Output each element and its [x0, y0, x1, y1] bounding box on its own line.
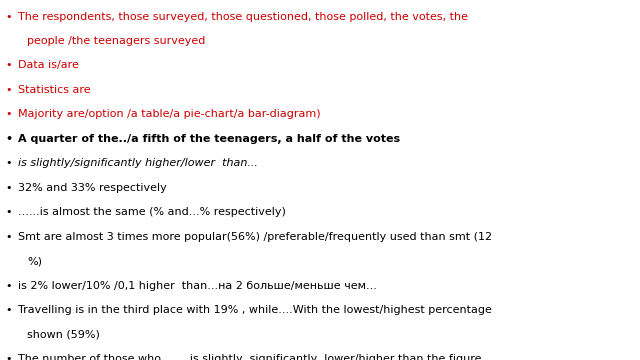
Text: •: •: [5, 354, 12, 360]
Text: •: •: [5, 60, 12, 71]
Text: is 2% lower/10% /0,1 higher  than...на 2 больше/меньше чем...: is 2% lower/10% /0,1 higher than...на 2 …: [18, 281, 377, 291]
Text: •: •: [5, 232, 12, 242]
Text: •: •: [5, 183, 12, 193]
Text: The number of those who .......is slightly, significantly  lower/higher than the: The number of those who .......is slight…: [18, 354, 481, 360]
Text: •: •: [5, 305, 12, 315]
Text: people /the teenagers surveyed: people /the teenagers surveyed: [27, 36, 205, 46]
Text: •: •: [5, 109, 12, 120]
Text: Majority are/option /a table/a pie-chart/a bar-diagram): Majority are/option /a table/a pie-chart…: [18, 109, 321, 120]
Text: Travelling is in the third place with 19% , while....With the lowest/highest per: Travelling is in the third place with 19…: [18, 305, 492, 315]
Text: A quarter of the../a fifth of the teenagers, a half of the votes: A quarter of the../a fifth of the teenag…: [18, 134, 400, 144]
Text: Data is/are: Data is/are: [18, 60, 79, 71]
Text: •: •: [5, 207, 12, 217]
Text: shown (59%): shown (59%): [27, 330, 100, 340]
Text: •: •: [5, 85, 12, 95]
Text: 32% and 33% respectively: 32% and 33% respectively: [18, 183, 166, 193]
Text: •: •: [5, 134, 12, 144]
Text: The respondents, those surveyed, those questioned, those polled, the votes, the: The respondents, those surveyed, those q…: [18, 12, 468, 22]
Text: •: •: [5, 158, 12, 168]
Text: Statistics are: Statistics are: [18, 85, 90, 95]
Text: •: •: [5, 281, 12, 291]
Text: •: •: [5, 12, 12, 22]
Text: is slightly/significantly higher/lower  than...: is slightly/significantly higher/lower t…: [18, 158, 258, 168]
Text: ......is almost the same (% and...% respectively): ......is almost the same (% and...% resp…: [18, 207, 286, 217]
Text: Smt are almost 3 times more popular(56%) /preferable/frequently used than smt (1: Smt are almost 3 times more popular(56%)…: [18, 232, 492, 242]
Text: %): %): [27, 256, 42, 266]
